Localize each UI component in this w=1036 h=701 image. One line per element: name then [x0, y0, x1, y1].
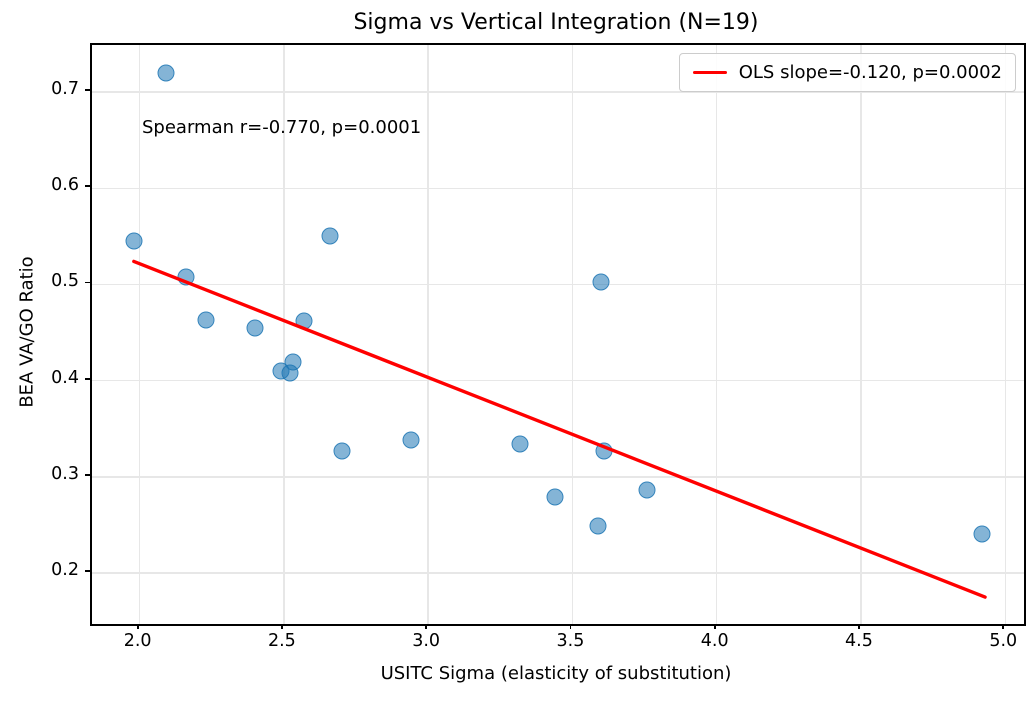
x-axis-label: USITC Sigma (elasticity of substitution) — [380, 663, 732, 684]
scatter-point — [197, 311, 215, 329]
x-tick-mark — [1002, 624, 1005, 629]
x-tick-mark — [425, 624, 428, 629]
gridline-x — [715, 45, 718, 624]
scatter-point — [333, 442, 351, 460]
y-tick-label: 0.4 — [51, 367, 79, 388]
x-tick-label: 2.0 — [123, 631, 152, 651]
x-tick-label: 3.5 — [556, 631, 585, 651]
x-tick-label: 4.5 — [845, 631, 873, 651]
x-tick-mark — [858, 624, 860, 629]
ols-trend-line — [132, 259, 987, 599]
scatter-point — [638, 481, 656, 499]
x-tick-mark — [569, 624, 572, 629]
gridline-x — [571, 45, 574, 624]
scatter-point — [592, 273, 610, 291]
gridline-y — [92, 379, 1024, 382]
scatter-point — [125, 232, 143, 250]
y-tick-label: 0.6 — [51, 175, 79, 196]
gridline-x — [860, 45, 862, 624]
y-tick-mark — [85, 570, 90, 572]
gridline-y — [92, 187, 1024, 189]
y-tick-label: 0.2 — [51, 560, 79, 581]
gridline-y — [92, 283, 1024, 286]
gridline-y — [92, 572, 1024, 574]
scatter-point — [589, 517, 607, 535]
gridline-y — [92, 476, 1024, 478]
scatter-point — [284, 353, 302, 371]
x-tick-label: 5.0 — [989, 631, 1018, 651]
gridline-y — [92, 91, 1024, 93]
y-tick-mark — [85, 377, 90, 380]
gridline-x — [427, 45, 429, 624]
legend-label: OLS slope=-0.120, p=0.0002 — [738, 62, 1002, 83]
y-tick-label: 0.7 — [51, 79, 79, 100]
y-tick-mark — [85, 281, 90, 284]
y-tick-mark — [85, 89, 90, 92]
x-tick-mark — [136, 624, 139, 629]
y-axis-label: BEA VA/GO Ratio — [16, 256, 38, 408]
scatter-point — [402, 431, 420, 449]
y-tick-label: 0.3 — [51, 463, 79, 484]
x-tick-mark — [280, 624, 283, 629]
gridline-x — [283, 45, 285, 624]
x-tick-label: 4.0 — [700, 631, 729, 651]
gridline-x — [138, 45, 141, 624]
scatter-point — [246, 319, 264, 337]
y-tick-mark — [85, 473, 90, 476]
x-tick-label: 2.5 — [267, 631, 296, 651]
y-tick-label: 0.5 — [51, 271, 79, 292]
scatter-point — [511, 435, 529, 453]
x-tick-label: 3.0 — [412, 631, 441, 651]
gridline-x — [1004, 45, 1006, 624]
y-tick-mark — [85, 185, 90, 188]
scatter-point — [157, 64, 175, 82]
spearman-annotation: Spearman r=-0.770, p=0.0001 — [142, 117, 422, 138]
scatter-point — [973, 525, 991, 543]
plot-area: Spearman r=-0.770, p=0.0001 OLS slope=-0… — [90, 43, 1026, 626]
chart-title: Sigma vs Vertical Integration (N=19) — [353, 10, 759, 35]
scatter-point — [546, 488, 564, 506]
legend-line-swatch — [692, 70, 727, 75]
x-tick-mark — [713, 624, 716, 629]
legend: OLS slope=-0.120, p=0.0002 — [678, 53, 1016, 92]
scatter-point — [321, 227, 339, 245]
